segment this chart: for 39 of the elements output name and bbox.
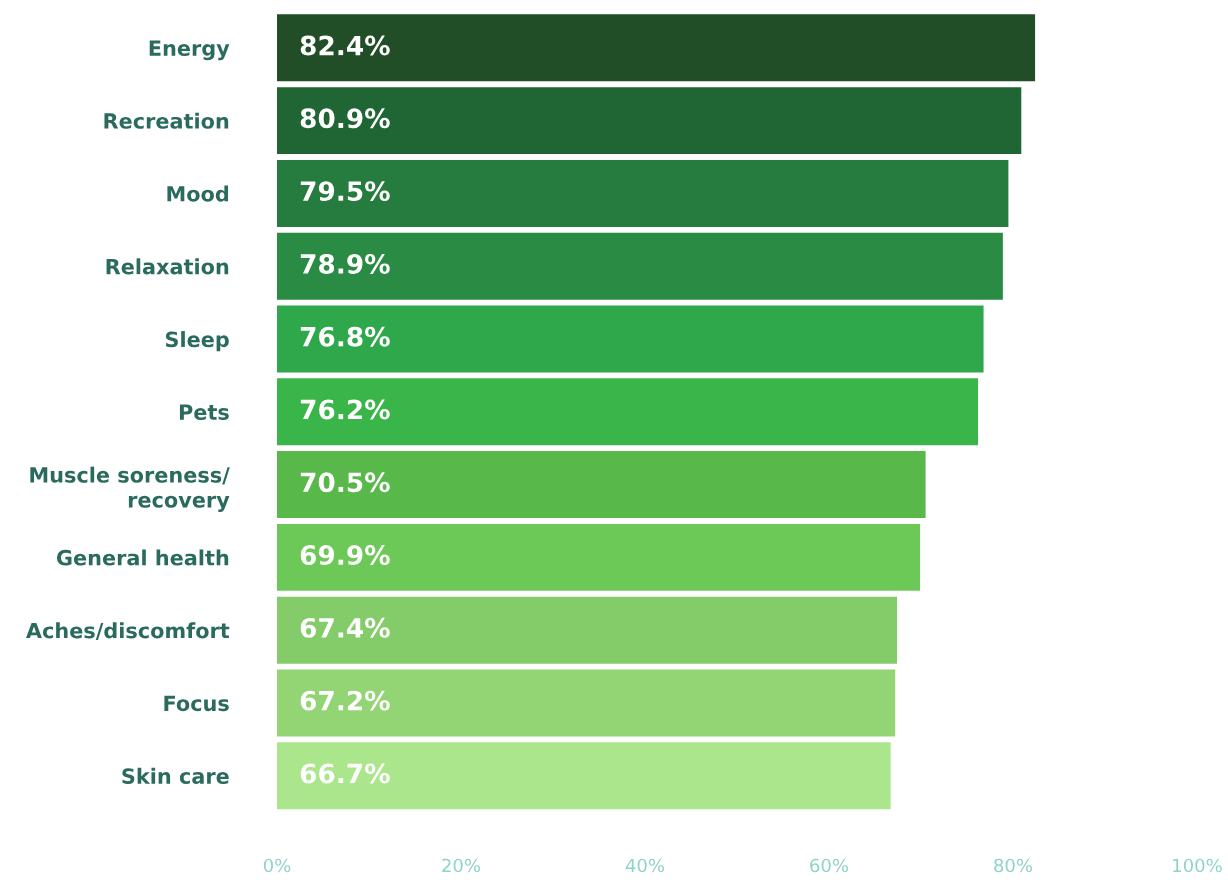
y-tick-label: Relaxation [106, 258, 229, 275]
y-tick-label: Mood [167, 185, 229, 202]
data-label: 79.5% [300, 181, 390, 202]
bar [277, 305, 984, 373]
x-tick-label: 20% [442, 858, 481, 873]
x-tick-label: 0% [263, 858, 291, 873]
bar [277, 669, 896, 737]
y-tick-label: Energy [149, 40, 230, 61]
bar [277, 87, 1022, 155]
x-tick-label: 40% [625, 858, 665, 873]
y-tick-label: General health [56, 549, 229, 566]
data-label: 76.8% [300, 326, 390, 347]
y-tick-label: Pets [179, 404, 229, 421]
x-tick-label: 60% [810, 858, 849, 873]
data-label: 70.5% [300, 472, 390, 493]
data-label: 78.9% [300, 253, 390, 274]
bar [277, 378, 979, 446]
x-tick-label: 100% [1173, 858, 1222, 873]
data-label: 80.9% [300, 108, 390, 129]
data-label: 66.7% [300, 763, 390, 784]
data-label: 67.4% [300, 617, 390, 638]
bar [277, 523, 921, 591]
y-tick-label: Muscle soreness/ recovery [30, 466, 230, 512]
bar [277, 14, 1036, 82]
bar [277, 596, 898, 664]
bar [277, 232, 1003, 300]
y-tick-label: Recreation [104, 112, 229, 129]
data-label: 82.4% [300, 35, 390, 56]
y-tick-label: Skin care [122, 767, 229, 784]
y-tick-label: Sleep [165, 331, 229, 352]
bar [277, 159, 1009, 227]
x-tick-label: 80% [994, 858, 1033, 873]
bar [277, 451, 926, 519]
y-tick-label: Aches/discomfort [26, 622, 230, 641]
data-label: 67.2% [300, 690, 390, 711]
y-tick-label: Focus [164, 695, 229, 712]
data-label: 76.2% [300, 399, 390, 420]
data-label: 69.9% [300, 545, 390, 566]
bar [277, 742, 891, 810]
